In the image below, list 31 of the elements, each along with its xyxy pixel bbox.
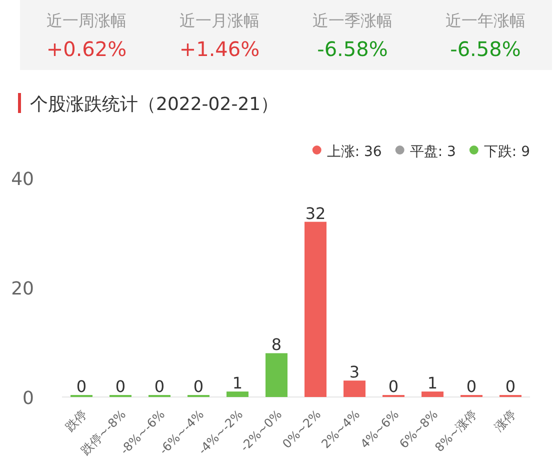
data-label: 3 bbox=[349, 362, 360, 382]
bar bbox=[304, 222, 326, 397]
data-label: 8 bbox=[271, 335, 282, 354]
data-label: 32 bbox=[305, 204, 326, 223]
text: +0.62% bbox=[46, 37, 127, 61]
category-label: 近一年涨幅 bbox=[446, 11, 526, 30]
data-label: 0 bbox=[115, 377, 126, 396]
data-label: 0 bbox=[154, 377, 165, 396]
y-tick-label: 20 bbox=[11, 278, 34, 300]
y-tick-label: 0 bbox=[22, 388, 34, 409]
data-label: 1 bbox=[232, 374, 243, 393]
bar bbox=[266, 353, 288, 397]
category-label: 近一月涨幅 bbox=[180, 11, 260, 30]
x-tick-label: 涨停 bbox=[492, 407, 519, 434]
y-tick-label: 40 bbox=[11, 169, 34, 190]
data-label: 0 bbox=[76, 377, 87, 396]
data-label: 1 bbox=[427, 374, 438, 393]
legend-label: 上涨: 36 bbox=[326, 144, 382, 160]
legend-label: 平盘: 3 bbox=[410, 144, 456, 160]
text: +1.46% bbox=[179, 37, 260, 61]
chart-title: 个股涨跌统计（2022-02-21） bbox=[30, 94, 279, 115]
text: -6.58% bbox=[317, 37, 388, 61]
data-label: 0 bbox=[505, 377, 516, 396]
text: -6.58% bbox=[450, 37, 521, 61]
category-label: 近一季涨幅 bbox=[312, 11, 392, 30]
data-label: 0 bbox=[388, 377, 399, 396]
legend-label: 下跌: 9 bbox=[484, 144, 530, 160]
data-label: 0 bbox=[466, 377, 477, 396]
x-tick-label: 跌停 bbox=[62, 407, 90, 434]
category-label: 近一周涨幅 bbox=[46, 11, 126, 30]
data-label: 0 bbox=[193, 377, 204, 396]
